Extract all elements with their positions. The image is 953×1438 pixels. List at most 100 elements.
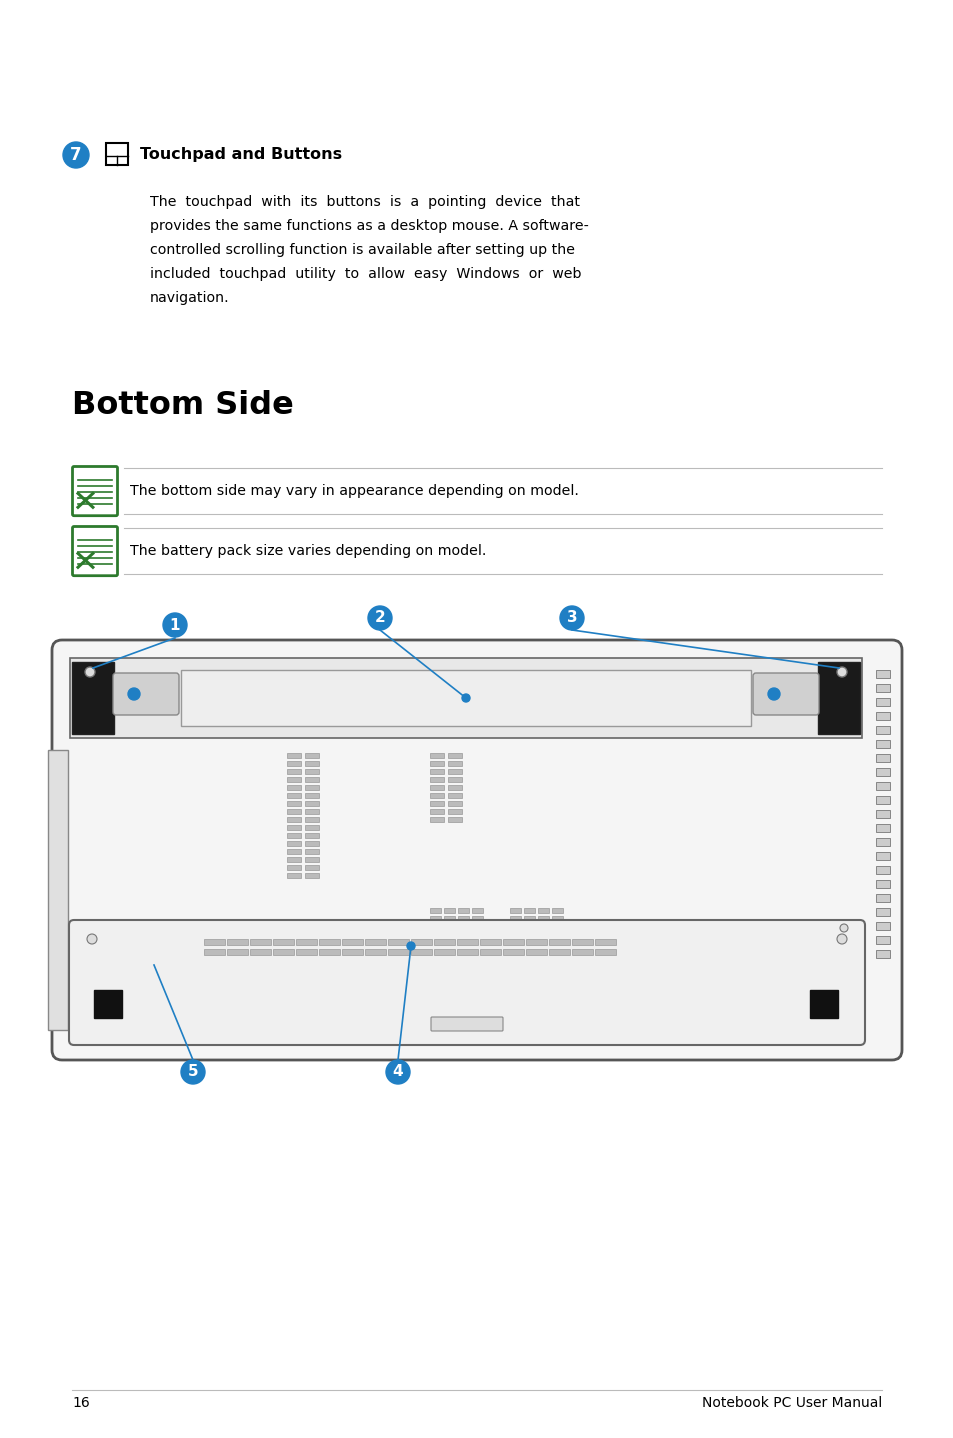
Bar	[287, 866, 301, 870]
Bar	[305, 792, 318, 798]
Circle shape	[181, 1060, 205, 1084]
Bar	[305, 769, 318, 774]
Bar	[365, 939, 386, 945]
Circle shape	[87, 935, 97, 943]
Bar	[443, 940, 455, 945]
Text: 2: 2	[375, 611, 385, 626]
Bar	[875, 726, 889, 733]
Bar	[443, 932, 455, 938]
Bar	[341, 939, 363, 945]
Bar	[305, 817, 318, 823]
Bar	[430, 925, 440, 929]
Bar	[523, 916, 535, 920]
Bar	[472, 907, 482, 913]
Bar	[204, 949, 225, 955]
Bar	[287, 785, 301, 789]
Bar	[448, 777, 461, 782]
Circle shape	[128, 687, 140, 700]
Text: 1: 1	[170, 617, 180, 633]
Bar	[572, 949, 593, 955]
Bar	[305, 801, 318, 807]
Bar	[875, 697, 889, 706]
Bar	[875, 951, 889, 958]
Bar	[448, 761, 461, 766]
Bar	[305, 785, 318, 789]
Bar	[430, 907, 440, 913]
Bar	[510, 932, 520, 938]
Bar	[552, 940, 562, 945]
Bar	[523, 907, 535, 913]
Bar	[523, 932, 535, 938]
Bar	[552, 916, 562, 920]
Bar	[875, 670, 889, 677]
Bar	[448, 810, 461, 814]
Bar	[305, 777, 318, 782]
Circle shape	[767, 687, 780, 700]
Bar	[472, 932, 482, 938]
Bar	[341, 949, 363, 955]
Circle shape	[559, 605, 583, 630]
Bar	[287, 810, 301, 814]
Bar	[595, 949, 616, 955]
Bar	[457, 932, 469, 938]
Bar	[472, 916, 482, 920]
Bar	[875, 866, 889, 874]
Bar	[430, 792, 443, 798]
Bar	[875, 754, 889, 762]
Bar	[434, 949, 455, 955]
Text: provides the same functions as a desktop mouse. A software-: provides the same functions as a desktop…	[150, 219, 588, 233]
Bar	[448, 769, 461, 774]
Bar	[548, 939, 569, 945]
Bar	[287, 792, 301, 798]
FancyBboxPatch shape	[69, 920, 864, 1045]
Bar	[250, 949, 271, 955]
Bar	[817, 661, 859, 733]
Bar	[479, 939, 500, 945]
Bar	[106, 142, 128, 165]
Circle shape	[407, 942, 415, 951]
Bar	[411, 939, 432, 945]
Bar	[510, 916, 520, 920]
Bar	[287, 801, 301, 807]
Bar	[287, 857, 301, 861]
Bar	[318, 939, 339, 945]
Bar	[181, 670, 750, 726]
FancyBboxPatch shape	[72, 526, 117, 575]
Bar	[875, 684, 889, 692]
Bar	[572, 939, 593, 945]
Bar	[94, 989, 122, 1018]
Bar	[287, 754, 301, 758]
Bar	[448, 785, 461, 789]
Bar	[295, 949, 316, 955]
Bar	[430, 761, 443, 766]
Bar	[479, 949, 500, 955]
Bar	[523, 925, 535, 929]
Text: navigation.: navigation.	[150, 290, 230, 305]
Circle shape	[836, 667, 846, 677]
FancyBboxPatch shape	[112, 673, 179, 715]
Bar	[875, 894, 889, 902]
Bar	[430, 932, 440, 938]
Text: Bottom Side: Bottom Side	[71, 390, 294, 421]
Text: controlled scrolling function is available after setting up the: controlled scrolling function is availab…	[150, 243, 575, 257]
Bar	[71, 661, 113, 733]
Bar	[875, 907, 889, 916]
Bar	[305, 841, 318, 846]
Bar	[875, 782, 889, 789]
Bar	[287, 841, 301, 846]
Bar	[809, 989, 837, 1018]
Bar	[443, 925, 455, 929]
Bar	[875, 768, 889, 777]
Bar	[875, 712, 889, 720]
Bar	[305, 833, 318, 838]
Text: Notebook PC User Manual: Notebook PC User Manual	[701, 1396, 882, 1411]
Bar	[305, 754, 318, 758]
Bar	[411, 949, 432, 955]
Bar	[365, 949, 386, 955]
Bar	[273, 949, 294, 955]
Bar	[227, 949, 248, 955]
Bar	[457, 916, 469, 920]
FancyBboxPatch shape	[52, 640, 901, 1060]
Bar	[48, 751, 68, 1030]
Bar	[510, 925, 520, 929]
